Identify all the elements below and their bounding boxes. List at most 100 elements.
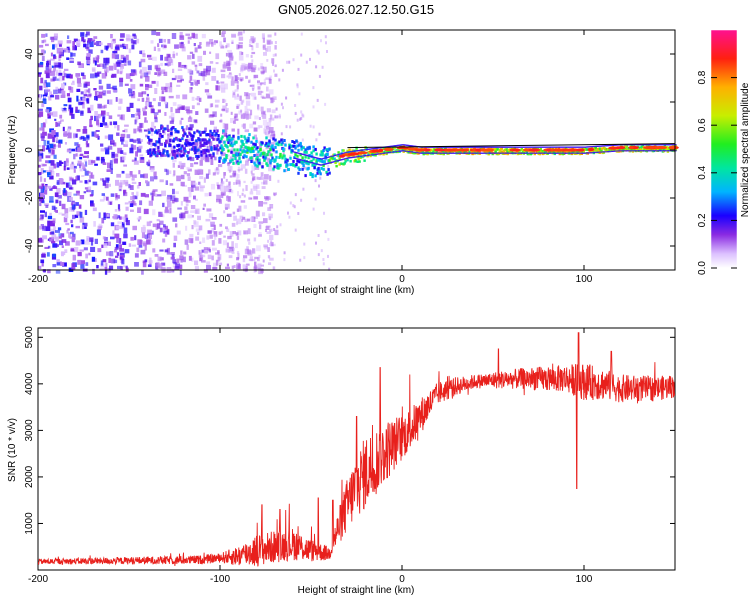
spectrogram-cell xyxy=(130,69,136,73)
spectrogram-cell xyxy=(198,97,202,102)
spectrogram-cell xyxy=(62,76,65,81)
spectrogram-cell xyxy=(539,147,542,151)
spectrogram-cell xyxy=(165,102,169,109)
spectrogram-cell xyxy=(246,249,252,255)
spectrogram-cell xyxy=(70,219,73,224)
spectrogram-cell xyxy=(182,94,188,100)
spectrogram-cell xyxy=(237,253,240,259)
spectrogram-cell xyxy=(71,161,74,165)
spectrogram-cell xyxy=(159,220,164,225)
spectrogram-cell xyxy=(46,252,50,257)
spectrogram-cell xyxy=(292,159,295,163)
spectrogram-cell xyxy=(446,148,456,152)
spectrogram-cell xyxy=(162,131,166,135)
spectrogram-cell xyxy=(145,76,150,82)
spectrogram-cell xyxy=(106,112,110,116)
spectrogram-cell xyxy=(42,164,47,167)
spectrogram-cell xyxy=(38,63,44,68)
spectrogram-cell xyxy=(251,92,256,97)
spectrogram-cell xyxy=(209,129,212,133)
spectrogram-cell xyxy=(287,211,289,215)
spectrogram-cell xyxy=(72,46,76,51)
spectrogram-cell xyxy=(42,225,46,231)
spectrogram-cell xyxy=(80,72,85,76)
spectrogram-cell xyxy=(253,196,258,200)
spectrogram-cell xyxy=(90,172,93,178)
spectrogram-cell xyxy=(163,226,167,231)
spectrogram-cell xyxy=(86,31,90,36)
spectrogram-cell xyxy=(72,41,75,47)
spectrogram-cell xyxy=(67,97,72,103)
spectrogram-cell xyxy=(42,126,45,132)
spectrogram-cell xyxy=(166,197,171,202)
spectrogram-cell xyxy=(44,203,49,206)
spectrogram-cell xyxy=(49,143,54,149)
spectrogram-cell xyxy=(160,54,163,61)
spectrogram-cell xyxy=(261,114,264,117)
spectrogram-cell xyxy=(268,213,273,219)
spectrogram-cell xyxy=(66,229,69,234)
spectrogram-cell xyxy=(80,263,85,269)
spectrogram-cell xyxy=(255,264,258,268)
spectrogram-cell xyxy=(261,111,266,115)
spectrogram-cell xyxy=(102,64,107,69)
spectrogram-cell xyxy=(39,94,42,100)
spectrogram-cell xyxy=(184,149,187,153)
spectrogram-cell xyxy=(203,141,206,145)
spectrogram-cell xyxy=(110,193,115,197)
spectrogram-cell xyxy=(230,80,235,86)
snr-ytick-label: 5000 xyxy=(24,326,35,349)
spectrogram-cell xyxy=(259,147,262,151)
spectrogram-cell xyxy=(271,98,275,102)
spectrogram-cell xyxy=(270,240,273,244)
spectrogram-cell xyxy=(116,132,120,136)
spectrogram-cell xyxy=(45,33,48,37)
spectrogram-cell xyxy=(225,45,228,49)
spectrogram-cell xyxy=(180,78,184,82)
spectrogram-cell xyxy=(58,55,61,62)
spectrogram-cell xyxy=(220,230,223,234)
spectrogram-cell xyxy=(156,140,159,144)
spectrogram-cell xyxy=(266,153,269,157)
spectrogram-cell xyxy=(229,185,232,189)
spectrogram-cell xyxy=(242,258,246,263)
spectrogram-cell xyxy=(203,247,208,251)
spectrogram-cell xyxy=(94,111,98,116)
spectrogram-cell xyxy=(245,160,249,166)
spectrogram-cell xyxy=(317,166,320,170)
spectrogram-cell xyxy=(55,69,59,76)
spectrogram-cell xyxy=(143,173,148,179)
spectrogram-cell xyxy=(254,256,259,260)
spectrogram-cell xyxy=(139,200,143,206)
spectrogram-cell xyxy=(269,243,272,246)
spectrogram-cell xyxy=(58,236,62,239)
spectrogram-cell xyxy=(77,99,81,105)
spectrogram-cell xyxy=(233,92,236,96)
spectrogram-cell xyxy=(150,176,154,182)
spectrogram-cell xyxy=(189,233,194,238)
spectrogram-cell xyxy=(196,102,200,106)
spectrogram-cell xyxy=(597,151,600,153)
spectrogram-cell xyxy=(94,72,100,77)
spectrogram-cell xyxy=(206,133,209,136)
spectrogram-cell xyxy=(103,243,108,248)
spectrogram-cell xyxy=(191,225,194,230)
spectrogram-cell xyxy=(209,61,214,64)
spectrogram-cell xyxy=(186,166,190,170)
spectrogram-cell xyxy=(172,68,175,73)
spectrogram-cell xyxy=(312,105,315,109)
spectrogram-cell xyxy=(211,76,217,81)
spectrogram-cell xyxy=(180,174,185,180)
spectrogram-cell xyxy=(232,172,235,176)
spectrogram-cell xyxy=(211,134,214,138)
spectrogram-cell xyxy=(512,148,521,152)
spectrogram-cell xyxy=(208,213,214,218)
spectrogram-cell xyxy=(163,39,166,43)
spectrogram-cell xyxy=(302,146,305,150)
spectrogram-cell xyxy=(40,199,44,203)
spectrogram-cell xyxy=(260,82,262,86)
spectrogram-cell xyxy=(85,56,91,60)
spectrogram-cell xyxy=(292,58,295,62)
spectrogram-cell xyxy=(231,251,235,254)
spectrogram-cell xyxy=(231,76,234,81)
